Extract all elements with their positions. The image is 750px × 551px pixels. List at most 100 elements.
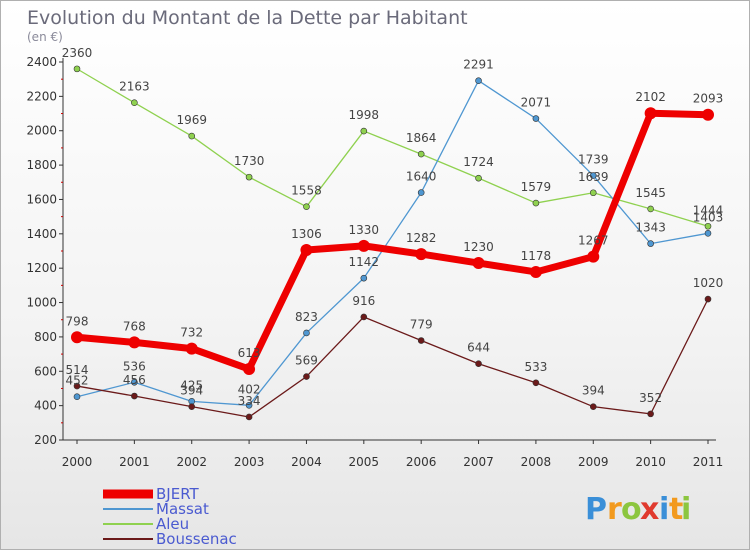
point-aleu <box>245 173 253 181</box>
axes: 200 400 600 800 1000 1200 1400 1600 1800 2000 2200… <box>26 55 723 469</box>
point-massat <box>131 378 138 386</box>
point-boussenac <box>245 413 253 421</box>
point-aleu <box>647 205 654 213</box>
point-massat <box>589 172 597 179</box>
data-label-bjert: 2102 <box>635 90 666 104</box>
point-boussenac <box>704 295 712 303</box>
point-boussenac <box>360 313 368 321</box>
x-tick-label: 2002 <box>176 455 207 469</box>
data-labels: 798 768 732 613 1306 1330 1282 1230 1178 1267 2102… <box>62 46 724 408</box>
data-label-aleu: 1730 <box>234 154 265 168</box>
data-label-massat: 402 <box>238 382 261 396</box>
logo-letter: x <box>640 492 659 527</box>
data-label-bjert: 1178 <box>521 249 552 263</box>
x-tick-label: 2011 <box>693 455 724 469</box>
point-massat <box>704 230 712 237</box>
data-label-bjert: 732 <box>180 326 203 340</box>
legend-label-aleu: Aleu <box>156 515 189 533</box>
legend-label-massat: Massat <box>156 500 209 518</box>
point-bjert <box>415 248 428 261</box>
data-label-aleu: 2360 <box>62 46 93 60</box>
data-label-boussenac: 533 <box>524 360 547 374</box>
data-label-bjert: 768 <box>123 319 146 333</box>
data-label-boussenac: 779 <box>410 318 433 332</box>
point-aleu <box>188 132 196 140</box>
x-tick-label: 2009 <box>578 455 609 469</box>
point-aleu <box>73 65 81 73</box>
data-label-boussenac: 569 <box>295 354 318 368</box>
legend-label-boussenac: Boussenac <box>156 530 237 548</box>
data-label-aleu: 2163 <box>119 80 150 94</box>
logo-letter: i <box>659 492 669 527</box>
data-label-massat: 2291 <box>463 58 494 72</box>
logo-letter: o <box>621 492 642 527</box>
point-massat <box>360 274 368 282</box>
point-aleu <box>475 174 482 182</box>
data-label-massat: 1739 <box>578 153 609 167</box>
point-massat <box>245 401 253 409</box>
point-bjert <box>71 331 83 344</box>
data-label-massat: 1640 <box>406 170 437 184</box>
point-boussenac <box>475 360 482 368</box>
y-tick-label: 400 <box>34 399 57 413</box>
point-aleu <box>360 127 368 135</box>
point-boussenac <box>647 410 654 418</box>
point-aleu <box>589 189 597 197</box>
point-massat <box>475 77 482 85</box>
point-massat <box>417 189 425 196</box>
logo-letter: P <box>585 492 607 527</box>
x-tick-label: 2008 <box>521 455 552 469</box>
y-tick-label: 600 <box>34 364 57 378</box>
data-label-bjert: 1330 <box>349 223 380 237</box>
point-boussenac <box>73 382 81 390</box>
chart-unit-label: (en €) <box>27 30 63 44</box>
point-bjert <box>300 243 313 256</box>
point-bjert <box>472 257 485 270</box>
point-boussenac <box>303 373 310 380</box>
x-tick-label: 2001 <box>119 455 150 469</box>
point-massat <box>532 115 540 122</box>
y-tick-label: 1200 <box>26 261 57 275</box>
data-label-boussenac: 352 <box>639 391 662 405</box>
data-label-massat: 1343 <box>635 221 666 235</box>
x-tick-label: 2004 <box>291 455 322 469</box>
data-label-boussenac: 916 <box>352 294 375 308</box>
y-tick-label: 1400 <box>26 227 57 241</box>
data-label-boussenac: 644 <box>467 341 490 355</box>
x-tick-label: 2006 <box>406 455 437 469</box>
x-tick-label: 2007 <box>463 455 494 469</box>
data-label-aleu: 1724 <box>463 155 494 169</box>
data-label-massat: 452 <box>66 374 89 388</box>
series-layer <box>71 65 714 421</box>
data-label-bjert: 798 <box>66 314 89 328</box>
logo-letter: r <box>607 492 622 527</box>
data-label-massat: 1403 <box>693 210 724 224</box>
data-label-bjert: 1282 <box>406 231 437 245</box>
data-label-bjert: 613 <box>238 346 261 360</box>
point-bjert <box>243 363 256 376</box>
series-line-boussenac <box>76 298 709 418</box>
data-label-aleu: 1579 <box>521 180 552 194</box>
point-massat <box>73 393 81 401</box>
point-aleu <box>532 199 540 207</box>
x-tick-label: 2000 <box>62 455 93 469</box>
data-label-aleu: 1864 <box>406 131 437 145</box>
chart-title: Evolution du Montant de la Dette par Hab… <box>27 7 468 29</box>
data-label-massat: 2071 <box>521 96 552 110</box>
y-tick-label: 2000 <box>26 124 57 138</box>
series-line-aleu <box>76 68 709 227</box>
x-tick-label: 2003 <box>234 455 265 469</box>
point-bjert <box>702 108 714 121</box>
data-label-boussenac: 456 <box>123 373 146 387</box>
data-label-bjert: 1267 <box>578 234 609 248</box>
y-tick-label: 800 <box>34 330 57 344</box>
logo-letter: t <box>669 492 683 527</box>
point-boussenac <box>188 403 196 410</box>
data-label-boussenac: 394 <box>582 384 605 398</box>
point-bjert <box>587 250 600 263</box>
series-line-massat <box>76 80 709 406</box>
point-boussenac <box>417 337 425 344</box>
